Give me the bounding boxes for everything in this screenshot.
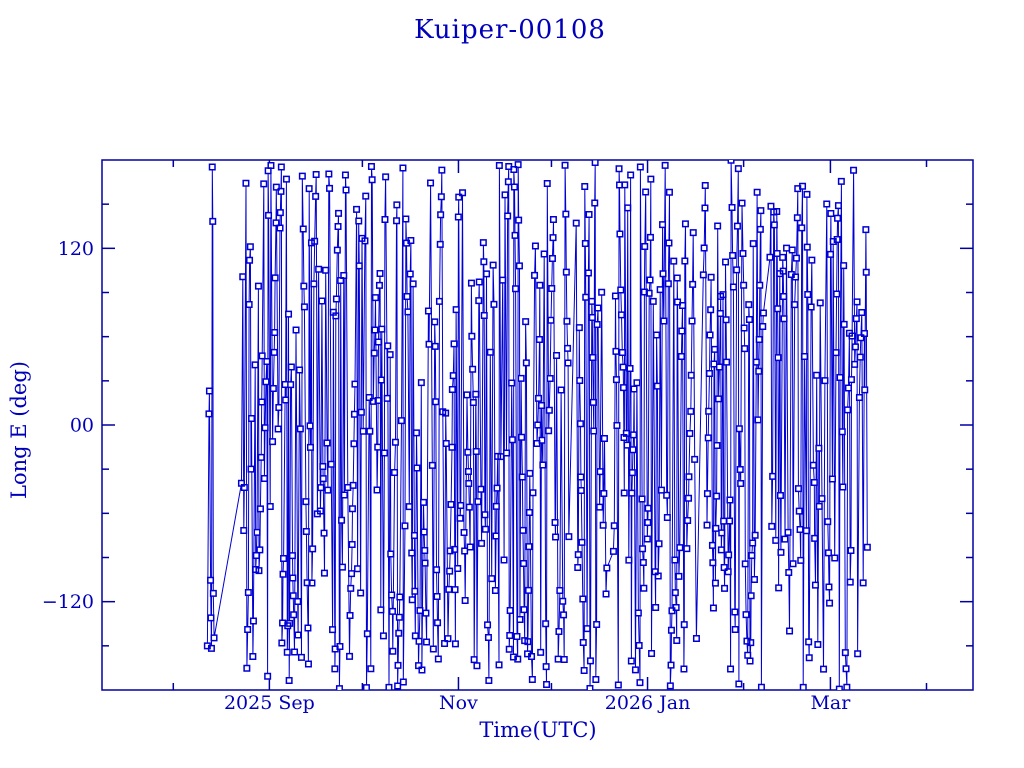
data-line	[206, 160, 868, 690]
data-layer	[203, 160, 871, 690]
x-tick-label: 2026 Jan	[605, 692, 691, 714]
y-axis-title: Long E (deg)	[7, 361, 31, 499]
y-tick-label: −120	[42, 591, 94, 613]
x-tick-label: Nov	[439, 692, 478, 714]
x-axis-title: Time(UTC)	[479, 718, 596, 742]
data-markers	[203, 160, 871, 690]
y-tick-label: 120	[58, 238, 94, 260]
x-tick-label: Mar	[810, 692, 851, 714]
x-tick-label: 2025 Sep	[224, 692, 315, 714]
chart-title: Kuiper-00108	[414, 15, 606, 45]
tick-label-layer: 2025 Sep Nov 2026 Jan Mar −120 00 120	[42, 238, 851, 714]
y-tick-label: 00	[70, 415, 94, 437]
